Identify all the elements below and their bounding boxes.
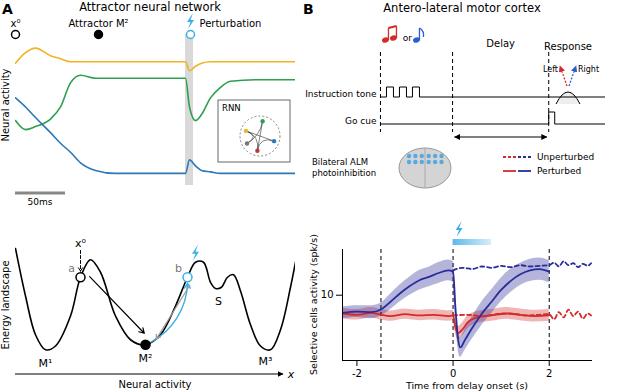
svg-text:x: x xyxy=(287,368,295,381)
svg-text:M¹: M¹ xyxy=(39,357,53,370)
svg-text:-2: -2 xyxy=(352,368,362,379)
svg-text:x⁰: x⁰ xyxy=(11,18,21,29)
svg-text:Attractor M²: Attractor M² xyxy=(68,18,128,29)
svg-text:50ms: 50ms xyxy=(28,197,53,207)
svg-text:Attractor neural network: Attractor neural network xyxy=(79,0,221,14)
svg-text:Instruction tone: Instruction tone xyxy=(305,89,377,99)
svg-text:Response: Response xyxy=(544,41,592,52)
svg-text:S: S xyxy=(215,295,222,308)
svg-text:Left: Left xyxy=(543,65,558,74)
svg-text:photoinhibition: photoinhibition xyxy=(312,168,376,178)
svg-text:a: a xyxy=(68,262,75,275)
svg-text:Bilateral ALM: Bilateral ALM xyxy=(312,157,368,167)
svg-text:or: or xyxy=(403,33,413,43)
svg-text:Neural activity: Neural activity xyxy=(118,379,191,390)
svg-text:10: 10 xyxy=(321,289,334,300)
svg-text:Delay: Delay xyxy=(486,38,515,49)
svg-text:RNN: RNN xyxy=(222,103,241,113)
svg-text:Time from delay onset (s): Time from delay onset (s) xyxy=(405,380,528,391)
svg-text:Energy landscape: Energy landscape xyxy=(0,260,11,349)
svg-text:Right: Right xyxy=(578,65,599,74)
svg-text:Perturbed: Perturbed xyxy=(537,166,581,176)
svg-text:Neural activity: Neural activity xyxy=(0,68,11,141)
svg-text:M²: M² xyxy=(139,352,153,365)
svg-text:A: A xyxy=(2,1,13,17)
svg-text:2: 2 xyxy=(546,368,552,379)
svg-text:Selective cells activity (spk/: Selective cells activity (spk/s) xyxy=(308,234,319,375)
svg-text:B: B xyxy=(303,1,314,17)
svg-text:Go cue: Go cue xyxy=(345,116,377,126)
svg-text:x⁰: x⁰ xyxy=(75,237,87,250)
svg-text:M³: M³ xyxy=(259,355,273,368)
svg-text:Perturbation: Perturbation xyxy=(200,18,262,29)
svg-text:0: 0 xyxy=(450,368,456,379)
svg-text:b: b xyxy=(175,262,182,275)
svg-text:Unperturbed: Unperturbed xyxy=(537,152,594,162)
svg-text:Antero-lateral motor cortex: Antero-lateral motor cortex xyxy=(383,1,541,15)
